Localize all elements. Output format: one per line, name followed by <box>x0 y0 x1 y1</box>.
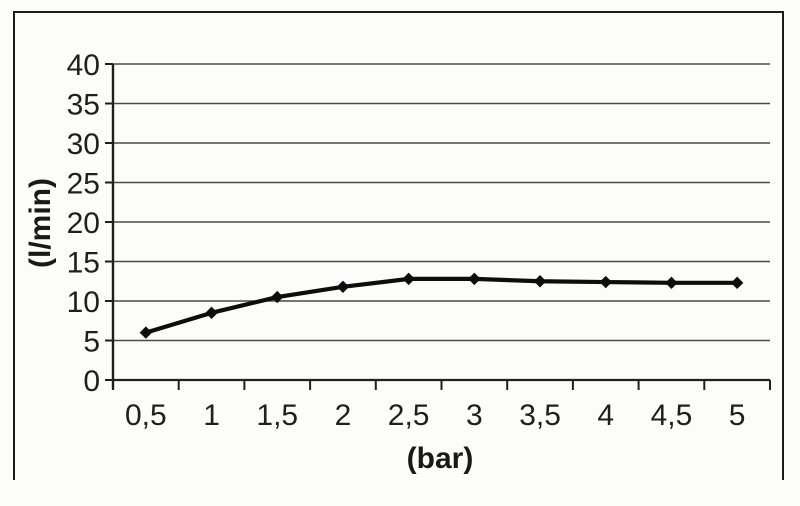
data-point-marker <box>139 326 153 339</box>
y-tick-label: 40 <box>67 49 100 82</box>
y-tick-label: 25 <box>67 168 100 201</box>
y-tick-label: 10 <box>67 286 100 319</box>
data-point-marker <box>468 272 481 286</box>
data-point-marker <box>402 272 415 286</box>
y-tick-label: 35 <box>67 89 100 122</box>
data-point-marker <box>271 290 284 304</box>
data-point-marker <box>205 306 218 320</box>
chart-border-frame <box>13 11 784 480</box>
data-point-marker <box>730 276 744 290</box>
data-point-marker <box>599 275 612 289</box>
data-point-marker <box>533 275 547 288</box>
data-point-marker <box>336 280 350 293</box>
x-tick-label: 1,5 <box>256 399 298 432</box>
x-tick-label: 5 <box>729 399 746 432</box>
x-tick-label: 1 <box>203 399 220 432</box>
x-tick-label: 2,5 <box>388 399 430 432</box>
y-axis-title: (l/min) <box>24 178 57 268</box>
y-tick-label: 15 <box>67 247 100 280</box>
x-tick-label: 3 <box>466 399 483 432</box>
data-point-marker <box>665 276 678 290</box>
x-tick-label: 0,5 <box>125 399 167 432</box>
y-tick-label: 0 <box>83 365 100 398</box>
x-tick-label: 4 <box>597 399 614 432</box>
x-axis-title: (bar) <box>406 442 474 475</box>
y-tick-label: 30 <box>67 128 100 161</box>
x-tick-label: 4,5 <box>651 399 693 432</box>
data-series-line <box>143 276 740 335</box>
x-tick-label: 3,5 <box>519 399 561 432</box>
y-tick-label: 5 <box>83 326 100 359</box>
y-tick-label: 20 <box>67 207 100 240</box>
x-tick-label: 2 <box>335 399 352 432</box>
